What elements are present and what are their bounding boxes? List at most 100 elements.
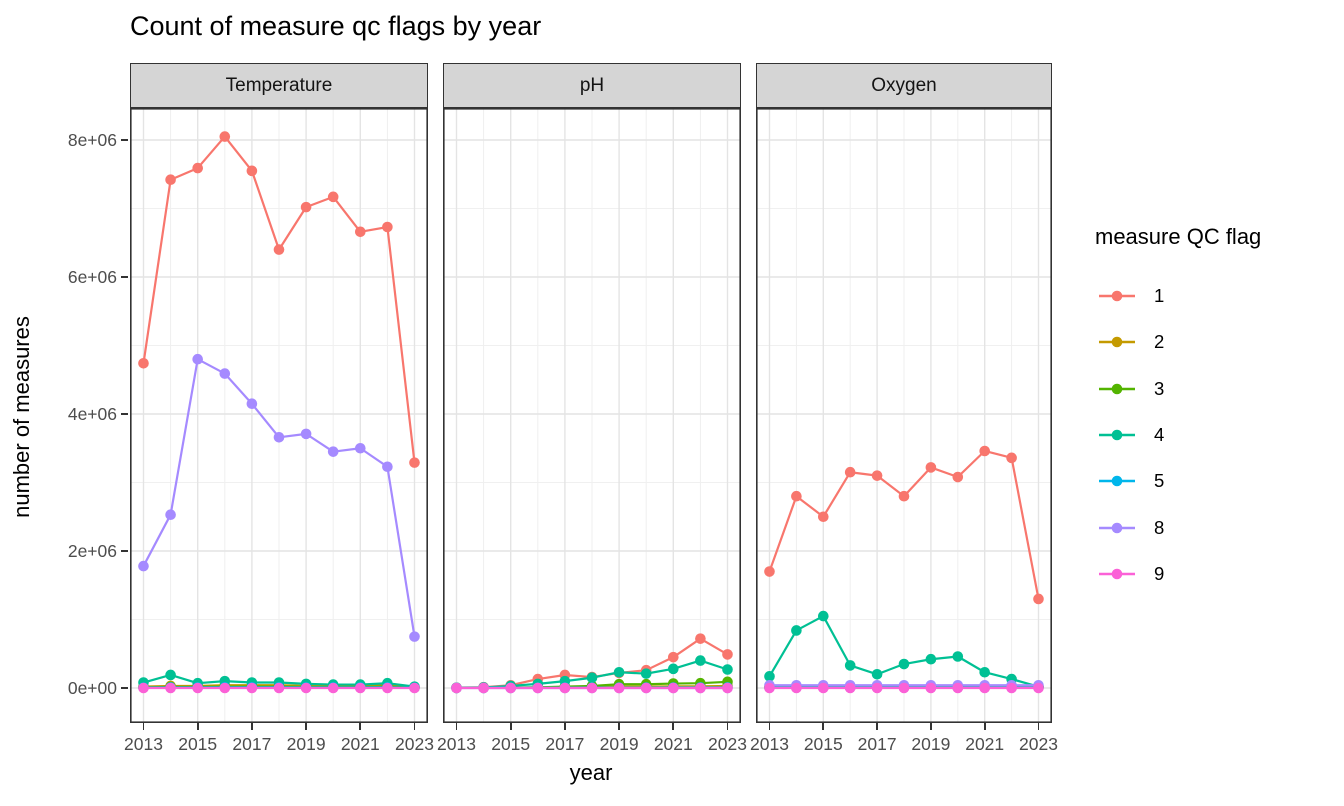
panel-border (756, 108, 1052, 724)
data-point-flag-9 (327, 682, 339, 694)
data-point-flag-1 (138, 358, 149, 369)
chart-title: Count of measure qc flags by year (130, 11, 542, 41)
data-point-flag-9 (1033, 682, 1044, 694)
legend-entry-flag-4: 4 (1097, 412, 1164, 458)
x-tick-mark (251, 723, 253, 730)
data-point-flag-1 (165, 174, 176, 186)
data-point-flag-1 (300, 201, 312, 213)
data-point-flag-1 (219, 131, 231, 142)
panel-border (443, 108, 741, 724)
data-point-flag-4 (586, 672, 598, 684)
data-point-flag-9 (246, 682, 258, 694)
data-point-flag-8 (300, 428, 312, 440)
facet-strip-ph: pH (443, 63, 741, 108)
data-point-flag-9 (559, 682, 571, 694)
data-point-flag-9 (925, 682, 937, 694)
x-tick-mark (618, 723, 620, 730)
legend-entry-flag-9: 9 (1097, 551, 1164, 597)
data-point-flag-1 (925, 462, 937, 473)
x-tick-label: 2015 (178, 734, 218, 754)
data-point-flag-8 (327, 446, 339, 457)
x-tick-label: 2017 (232, 734, 272, 754)
legend-entry-flag-5: 5 (1097, 458, 1164, 504)
data-point-flag-8 (138, 560, 149, 572)
data-point-flag-4 (898, 658, 910, 670)
x-tick-mark (142, 723, 145, 730)
data-point-flag-9 (505, 682, 516, 694)
panel-border (130, 108, 428, 724)
data-point-flag-9 (355, 682, 366, 694)
legend-entry-flag-8: 8 (1097, 504, 1164, 550)
data-point-flag-1 (327, 191, 339, 203)
data-point-flag-1 (382, 221, 393, 233)
x-tick-mark (305, 723, 307, 730)
data-point-flag-1 (722, 649, 733, 660)
x-tick-mark (1037, 723, 1040, 730)
data-point-flag-1 (409, 457, 420, 468)
legend-entry-label: 1 (1154, 285, 1165, 307)
x-tick-label: 2023 (708, 734, 747, 754)
x-axis-title: year (569, 760, 613, 785)
data-point-flag-9 (300, 682, 312, 694)
x-tick-label: 2021 (340, 734, 380, 754)
data-point-flag-9 (791, 682, 802, 694)
y-tick-label: 0e+00 (67, 677, 117, 698)
data-point-flag-4 (764, 671, 775, 682)
data-point-flag-4 (952, 651, 964, 662)
x-tick-label: 2021 (965, 734, 1005, 754)
data-point-flag-9 (722, 682, 733, 694)
x-tick-label: 2021 (653, 734, 693, 754)
x-tick-label: 2019 (599, 734, 639, 754)
data-point-flag-1 (1006, 452, 1017, 464)
data-point-flag-4 (165, 669, 176, 681)
x-tick-label: 2017 (857, 734, 897, 754)
x-tick-mark (726, 723, 729, 730)
data-point-flag-9 (382, 682, 393, 694)
legend-key-icon (1099, 429, 1135, 441)
facet-strip-temperature: Temperature (130, 63, 428, 108)
panel-canvas (443, 108, 741, 724)
x-tick-mark (359, 723, 362, 730)
data-point-flag-9 (409, 682, 420, 694)
x-tick-mark (822, 723, 825, 730)
y-tick-mark (121, 276, 128, 278)
x-tick-mark (413, 723, 416, 730)
data-point-flag-1 (952, 471, 964, 483)
facet-strip-label: Temperature (225, 74, 333, 96)
legend-entry-label: 3 (1154, 377, 1165, 399)
data-point-flag-4 (871, 669, 883, 680)
x-tick-mark (509, 723, 512, 730)
data-point-flag-1 (668, 651, 679, 663)
x-tick-mark (930, 723, 932, 730)
data-point-flag-8 (382, 461, 393, 473)
legend-key-icon (1099, 337, 1135, 348)
data-point-flag-9 (1006, 682, 1017, 694)
data-point-flag-8 (355, 442, 366, 454)
data-point-flag-4 (668, 663, 679, 675)
y-tick-label: 4e+06 (67, 403, 117, 424)
facet-panel-temperature (130, 108, 428, 724)
data-point-flag-9 (532, 682, 544, 694)
data-point-flag-9 (192, 682, 203, 694)
facet-strip-oxygen: Oxygen (756, 63, 1052, 108)
x-tick-label: 2013 (750, 734, 789, 754)
data-point-flag-8 (219, 368, 231, 379)
legend-entry-label: 9 (1154, 562, 1165, 584)
data-point-flag-4 (925, 653, 937, 665)
data-point-flag-1 (764, 566, 775, 577)
data-point-flag-9 (613, 682, 625, 694)
data-point-flag-1 (791, 490, 802, 502)
data-point-flag-4 (695, 655, 706, 666)
data-point-flag-1 (871, 470, 883, 481)
legend-key-icon (1099, 383, 1135, 395)
legend-entry-flag-3: 3 (1097, 366, 1164, 412)
panel-canvas (756, 108, 1052, 724)
data-point-flag-4 (818, 610, 829, 622)
data-point-flag-9 (871, 682, 883, 694)
x-tick-label: 2023 (1019, 734, 1058, 754)
legend-entry-label: 4 (1154, 424, 1165, 446)
facet-strip-label: Oxygen (871, 74, 937, 96)
facet-strip-label: pH (579, 74, 605, 96)
x-tick-label: 2015 (491, 734, 531, 754)
